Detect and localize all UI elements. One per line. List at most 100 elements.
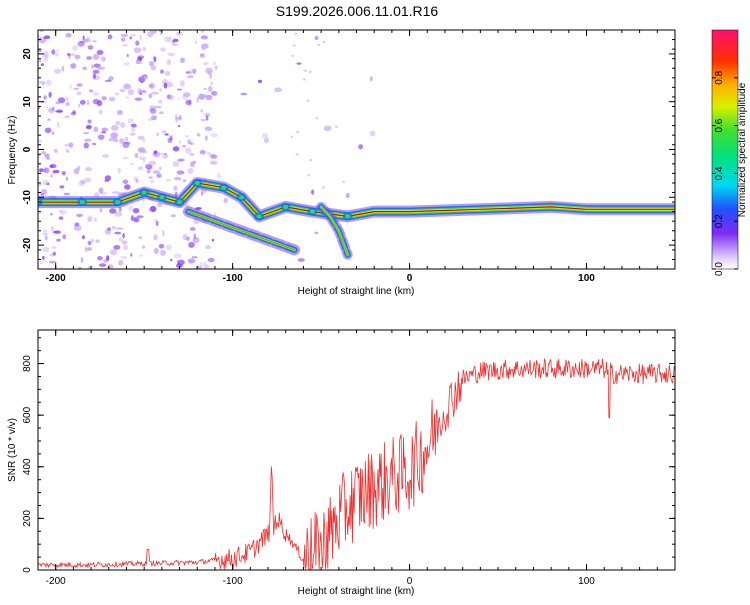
spectral-speckle: [154, 248, 159, 255]
spectral-speckle: [117, 167, 121, 174]
spectral-speckle: [67, 53, 71, 56]
spectral-speckle: [44, 153, 50, 158]
spectral-speckle: [38, 140, 43, 143]
spectral-speckle: [294, 32, 298, 35]
colorbar-gradient: [711, 29, 739, 270]
spectral-speckle: [128, 205, 133, 212]
spectral-speckle: [166, 59, 172, 65]
spectral-speckle: [98, 109, 103, 115]
spectral-speckle: [207, 86, 213, 92]
spectral-speckle: [51, 246, 57, 249]
spectral-speckle: [48, 107, 55, 114]
spectral-speckle: [58, 216, 64, 220]
spectral-speckle: [97, 256, 103, 261]
spectrogram-ytick-label: -20: [22, 237, 33, 252]
spectral-speckle: [204, 135, 208, 142]
spectral-speckle: [100, 191, 108, 196]
spectral-speckle: [40, 63, 45, 66]
spectral-speckle: [137, 135, 145, 140]
spectral-speckle: [73, 224, 82, 231]
spectral-speckle: [165, 244, 172, 251]
spectral-speckle: [108, 137, 116, 142]
spectral-speckle: [161, 130, 167, 134]
spectrogram-xtick-label: -200: [46, 273, 66, 284]
spectral-speckle: [61, 171, 66, 176]
spectral-speckle: [70, 63, 77, 69]
spectral-speckle: [51, 131, 55, 135]
spectral-speckle: [165, 179, 172, 182]
spectral-speckle: [53, 68, 62, 74]
spectral-speckle: [78, 266, 82, 269]
spectral-speckle: [130, 123, 137, 128]
snr-ytick-label: 600: [22, 406, 33, 423]
spectral-speckle: [164, 36, 172, 43]
spectral-speckle: [107, 34, 113, 40]
spectral-speckle: [342, 180, 345, 184]
spectral-speckle: [142, 138, 146, 143]
spectral-speckle: [149, 105, 156, 112]
spectral-speckle: [166, 94, 171, 99]
spectral-speckle: [176, 170, 185, 175]
spectral-speckle: [297, 258, 305, 262]
colorbar-label: Normalized spectral amplitude: [737, 82, 748, 217]
spectral-speckle: [43, 229, 48, 234]
spectral-speckle: [191, 256, 198, 259]
spectral-speckle: [76, 91, 82, 96]
spectral-speckle: [189, 152, 195, 157]
spectral-speckle: [56, 238, 61, 242]
spectral-blob: [345, 214, 351, 219]
spectral-speckle: [177, 88, 182, 91]
spectral-speckle: [207, 257, 215, 263]
spectrogram-ytick-label: -10: [22, 190, 33, 205]
spectral-speckle: [44, 235, 48, 241]
spectral-speckle: [153, 234, 158, 241]
spectral-speckle: [142, 159, 145, 164]
spectrogram-xlabel: Height of straight line (km): [298, 286, 415, 297]
spectral-speckle: [150, 65, 157, 71]
spectral-speckle: [74, 54, 81, 60]
spectral-speckle: [170, 258, 173, 262]
spectral-speckle: [185, 99, 191, 106]
spectral-speckle: [83, 142, 90, 149]
spectral-speckle: [111, 191, 120, 194]
snr-xtick-label: 0: [407, 576, 413, 587]
spectral-speckle: [163, 82, 168, 89]
spectral-speckle: [162, 230, 165, 237]
spectral-speckle: [155, 220, 159, 227]
spectral-blob: [239, 195, 244, 200]
spectral-speckle: [40, 188, 48, 195]
spectral-speckle: [314, 231, 319, 235]
spectral-speckle: [178, 124, 181, 128]
spectral-speckle: [80, 180, 86, 185]
snr-ytick-label: 200: [22, 510, 33, 527]
spectral-speckle: [43, 35, 51, 40]
spectral-speckle: [192, 237, 200, 244]
spectrogram-ylabel: Frequency (Hz): [7, 116, 18, 185]
spectral-speckle: [296, 130, 300, 134]
spectral-speckle: [154, 105, 162, 109]
spectral-speckle: [116, 227, 124, 230]
spectral-speckle: [158, 244, 165, 249]
spectral-speckle: [83, 38, 89, 43]
colorbar-tick-label: 0.2: [714, 214, 725, 228]
spectral-speckle: [72, 110, 76, 115]
spectral-speckle: [76, 213, 83, 217]
spectral-speckle: [134, 97, 143, 101]
spectral-speckle: [52, 169, 60, 174]
spectral-speckle: [177, 97, 180, 100]
spectral-speckle: [69, 53, 76, 57]
chart-title: S199.2026.006.11.01.R16: [276, 3, 439, 19]
spectral-speckle: [41, 151, 46, 155]
spectral-speckle: [133, 47, 142, 53]
spectral-speckle: [47, 118, 51, 121]
spectral-speckle: [164, 133, 169, 136]
spectral-speckle: [46, 182, 50, 186]
colorbar-tick-label: 0.0: [714, 262, 725, 276]
spectral-speckle: [179, 80, 185, 87]
spectral-speckle: [120, 33, 129, 38]
spectral-blob: [194, 181, 200, 185]
spectral-speckle: [87, 217, 92, 223]
spectral-speckle: [153, 150, 157, 155]
spectral-speckle: [160, 249, 166, 256]
